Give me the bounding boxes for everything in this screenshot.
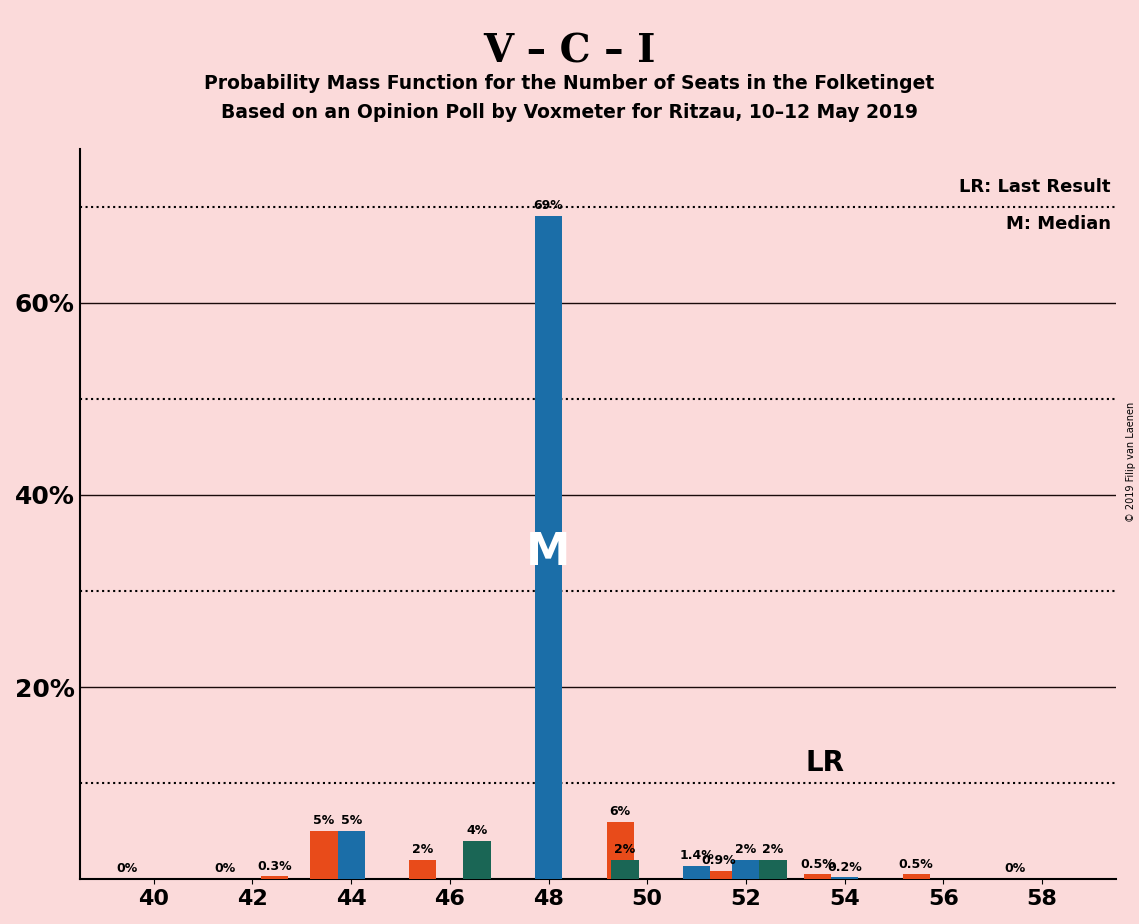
Text: 2%: 2% [614, 844, 636, 857]
Text: 5%: 5% [341, 814, 362, 827]
Text: LR: LR [805, 749, 844, 777]
Text: 0%: 0% [214, 862, 236, 875]
Bar [464, 841, 491, 880]
Text: 69%: 69% [534, 200, 564, 213]
Text: 5%: 5% [313, 814, 335, 827]
Bar [902, 874, 929, 880]
Text: 6%: 6% [609, 805, 631, 818]
Bar [535, 216, 563, 880]
Bar [612, 860, 639, 880]
Bar [760, 860, 787, 880]
Text: © 2019 Filip van Laenen: © 2019 Filip van Laenen [1126, 402, 1136, 522]
Text: M: M [526, 531, 571, 574]
Bar [261, 876, 288, 880]
Text: V – C – I: V – C – I [483, 32, 656, 70]
Text: 0.3%: 0.3% [257, 859, 292, 872]
Bar [409, 860, 436, 880]
Bar [683, 866, 710, 880]
Bar [804, 874, 831, 880]
Text: 2%: 2% [736, 844, 756, 857]
Text: LR: Last Result: LR: Last Result [959, 178, 1111, 196]
Text: 2%: 2% [762, 844, 784, 857]
Text: 0%: 0% [1005, 862, 1025, 875]
Text: 0%: 0% [116, 862, 137, 875]
Text: 0.5%: 0.5% [800, 857, 835, 870]
Text: 1.4%: 1.4% [679, 849, 714, 862]
Bar [337, 832, 364, 880]
Text: M: Median: M: Median [1006, 214, 1111, 233]
Text: 0.2%: 0.2% [827, 860, 862, 873]
Text: 0.9%: 0.9% [702, 854, 736, 867]
Bar [705, 870, 732, 880]
Bar [311, 832, 337, 880]
Bar [732, 860, 760, 880]
Bar [831, 878, 858, 880]
Text: 4%: 4% [466, 824, 487, 837]
Text: 2%: 2% [412, 844, 433, 857]
Text: Based on an Opinion Poll by Voxmeter for Ritzau, 10–12 May 2019: Based on an Opinion Poll by Voxmeter for… [221, 103, 918, 123]
Text: Probability Mass Function for the Number of Seats in the Folketinget: Probability Mass Function for the Number… [204, 74, 935, 93]
Text: 0.5%: 0.5% [899, 857, 934, 870]
Bar [606, 821, 633, 880]
